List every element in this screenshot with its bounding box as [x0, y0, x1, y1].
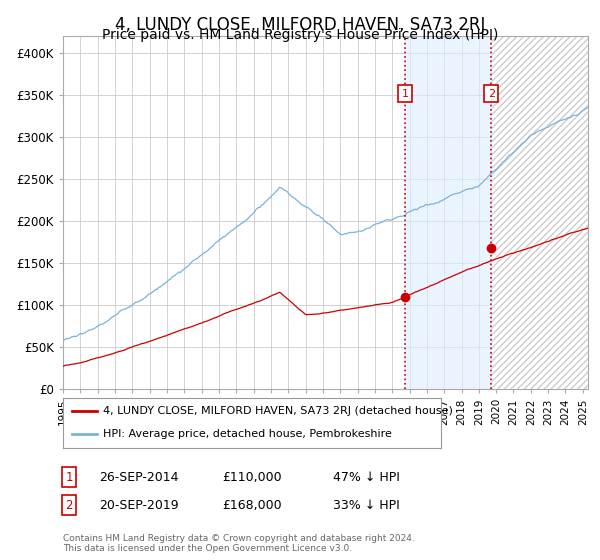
Text: £168,000: £168,000 — [222, 498, 281, 512]
Text: 1: 1 — [401, 88, 409, 99]
Text: 4, LUNDY CLOSE, MILFORD HAVEN, SA73 2RJ: 4, LUNDY CLOSE, MILFORD HAVEN, SA73 2RJ — [115, 16, 485, 34]
Text: £110,000: £110,000 — [222, 470, 281, 484]
Bar — [491, 36, 596, 389]
Text: Contains HM Land Registry data © Crown copyright and database right 2024.
This d: Contains HM Land Registry data © Crown c… — [63, 534, 415, 553]
Text: 2: 2 — [65, 498, 73, 512]
Text: HPI: Average price, detached house, Pembrokeshire: HPI: Average price, detached house, Pemb… — [103, 430, 392, 440]
Bar — [491, 36, 596, 389]
Bar — [405, 36, 491, 389]
Text: 26-SEP-2014: 26-SEP-2014 — [99, 470, 179, 484]
Text: 4, LUNDY CLOSE, MILFORD HAVEN, SA73 2RJ (detached house): 4, LUNDY CLOSE, MILFORD HAVEN, SA73 2RJ … — [103, 406, 452, 416]
Text: Price paid vs. HM Land Registry's House Price Index (HPI): Price paid vs. HM Land Registry's House … — [102, 28, 498, 42]
Text: 33% ↓ HPI: 33% ↓ HPI — [333, 498, 400, 512]
Text: 2: 2 — [488, 88, 495, 99]
Text: 47% ↓ HPI: 47% ↓ HPI — [333, 470, 400, 484]
Text: 20-SEP-2019: 20-SEP-2019 — [99, 498, 179, 512]
Text: 1: 1 — [65, 470, 73, 484]
